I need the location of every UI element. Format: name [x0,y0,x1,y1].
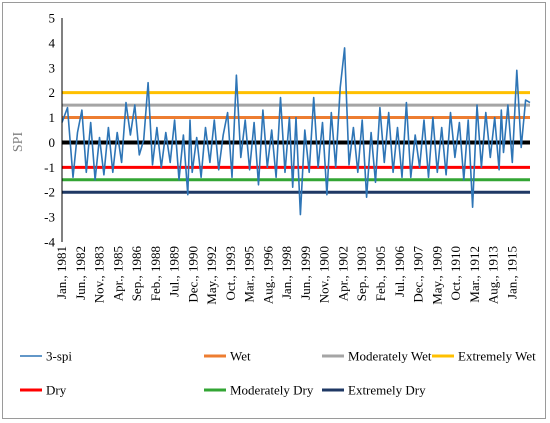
x-tick-label: Sep., 1986 [129,246,144,302]
legend-item-extremely-wet: Extremely Wet [432,349,536,364]
legend-item-moderately-dry: Moderately Dry [204,383,314,398]
x-tick-label: Jun., 1999 [298,246,313,300]
legend-label: Extremely Dry [348,383,426,398]
x-tick-label: Feb., 1988 [148,246,163,301]
x-tick-label: Jan., 1981 [54,246,69,299]
legend-label: 3-spi [46,349,72,364]
series-line-3-spi [61,47,531,216]
x-tick-label: Mar., 1912 [467,246,482,303]
legend-item-3-spi: 3-spi [20,349,72,364]
chart-frame [2,2,546,419]
y-axis-label: SPI [11,132,26,153]
x-tick-label: Jan., 1998 [279,246,294,299]
legend-label: Wet [230,349,251,364]
x-tick-label: Oct., 1993 [223,246,238,301]
x-tick-label: Dec., 1990 [185,246,200,303]
x-tick-label: Dec., 1907 [411,245,426,302]
legend-label: Extremely Wet [458,349,536,364]
y-tick-label: -3 [44,210,55,225]
y-tick-label: -4 [44,235,55,250]
x-tick-label: May., 1909 [429,246,444,305]
x-tick-label: Jul., 1989 [167,246,182,297]
legend-item-extremely-dry: Extremely Dry [322,383,426,398]
y-tick-label: 4 [49,35,56,50]
y-tick-label: -1 [44,160,55,175]
legend-label: Moderately Dry [230,383,314,398]
legend-item-moderately-wet: Moderately Wet [322,349,432,364]
legend-label: Moderately Wet [348,349,432,364]
legend-item-dry: Dry [20,383,67,398]
x-tick-label: Apr., 1985 [110,246,125,301]
x-tick-label: Sep., 1903 [354,246,369,301]
legend-label: Dry [46,383,67,398]
x-tick-label: Jul., 1906 [392,246,407,297]
x-tick-label: Nov., 1900 [317,246,332,303]
legend-item-wet: Wet [204,349,251,364]
y-tick-label: 3 [49,60,56,75]
x-tick-label: Jan., 1915 [504,246,519,299]
x-tick-label: Nov., 1983 [92,246,107,303]
x-tick-label: Jun., 1982 [73,246,88,300]
y-tick-label: -2 [44,185,55,200]
x-tick-label: Apr., 1902 [336,246,351,301]
y-tick-label: 5 [49,11,56,26]
x-tick-label: Aug., 1996 [260,245,275,304]
x-tick-label: Feb., 1905 [373,246,388,301]
y-tick-label: 1 [49,110,56,125]
x-tick-label: Aug., 1913 [486,246,501,304]
y-tick-label: 0 [49,135,56,150]
x-tick-label: Mar., 1995 [242,246,257,303]
x-tick-label: May., 1992 [204,246,219,305]
x-tick-label: Oct., 1910 [448,246,463,301]
y-tick-label: 2 [49,85,56,100]
